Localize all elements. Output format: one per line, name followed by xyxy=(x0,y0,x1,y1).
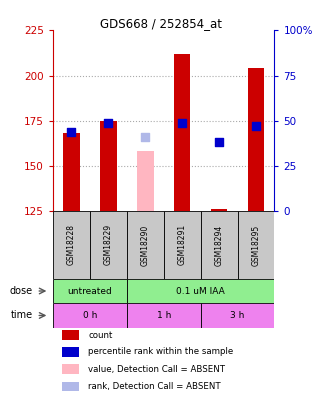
Text: GSM18294: GSM18294 xyxy=(214,224,224,266)
Text: count: count xyxy=(88,331,113,340)
Bar xyxy=(90,211,127,279)
Text: GSM18228: GSM18228 xyxy=(67,224,76,265)
Text: 0.1 uM IAA: 0.1 uM IAA xyxy=(176,286,225,296)
Point xyxy=(106,119,111,126)
Text: GSM18290: GSM18290 xyxy=(141,224,150,266)
Bar xyxy=(127,303,201,328)
Point xyxy=(216,139,221,146)
Text: rank, Detection Call = ABSENT: rank, Detection Call = ABSENT xyxy=(88,382,221,391)
Bar xyxy=(62,382,79,391)
Bar xyxy=(174,54,190,211)
Text: GDS668 / 252854_at: GDS668 / 252854_at xyxy=(100,17,221,30)
Bar xyxy=(62,347,79,357)
Bar xyxy=(53,279,127,303)
Bar xyxy=(164,211,201,279)
Bar xyxy=(63,133,80,211)
Text: untreated: untreated xyxy=(67,286,112,296)
Bar xyxy=(248,68,264,211)
Bar xyxy=(62,364,79,374)
Text: GSM18229: GSM18229 xyxy=(104,224,113,265)
Bar xyxy=(127,279,274,303)
Bar xyxy=(100,121,117,211)
Bar xyxy=(201,211,238,279)
Bar xyxy=(62,330,79,340)
Text: dose: dose xyxy=(10,286,33,296)
Text: 1 h: 1 h xyxy=(157,311,171,320)
Text: 0 h: 0 h xyxy=(83,311,97,320)
Point xyxy=(143,134,148,140)
Bar xyxy=(238,211,274,279)
Bar xyxy=(201,303,274,328)
Text: 3 h: 3 h xyxy=(230,311,245,320)
Bar xyxy=(127,211,164,279)
Text: GSM18295: GSM18295 xyxy=(251,224,261,266)
Bar xyxy=(53,211,90,279)
Text: value, Detection Call = ABSENT: value, Detection Call = ABSENT xyxy=(88,364,225,373)
Bar xyxy=(137,151,153,211)
Bar xyxy=(53,303,127,328)
Bar xyxy=(211,209,227,211)
Text: percentile rank within the sample: percentile rank within the sample xyxy=(88,347,234,356)
Point xyxy=(69,128,74,135)
Text: GSM18291: GSM18291 xyxy=(178,224,187,265)
Point xyxy=(253,123,258,129)
Point xyxy=(179,119,185,126)
Text: time: time xyxy=(11,311,33,320)
